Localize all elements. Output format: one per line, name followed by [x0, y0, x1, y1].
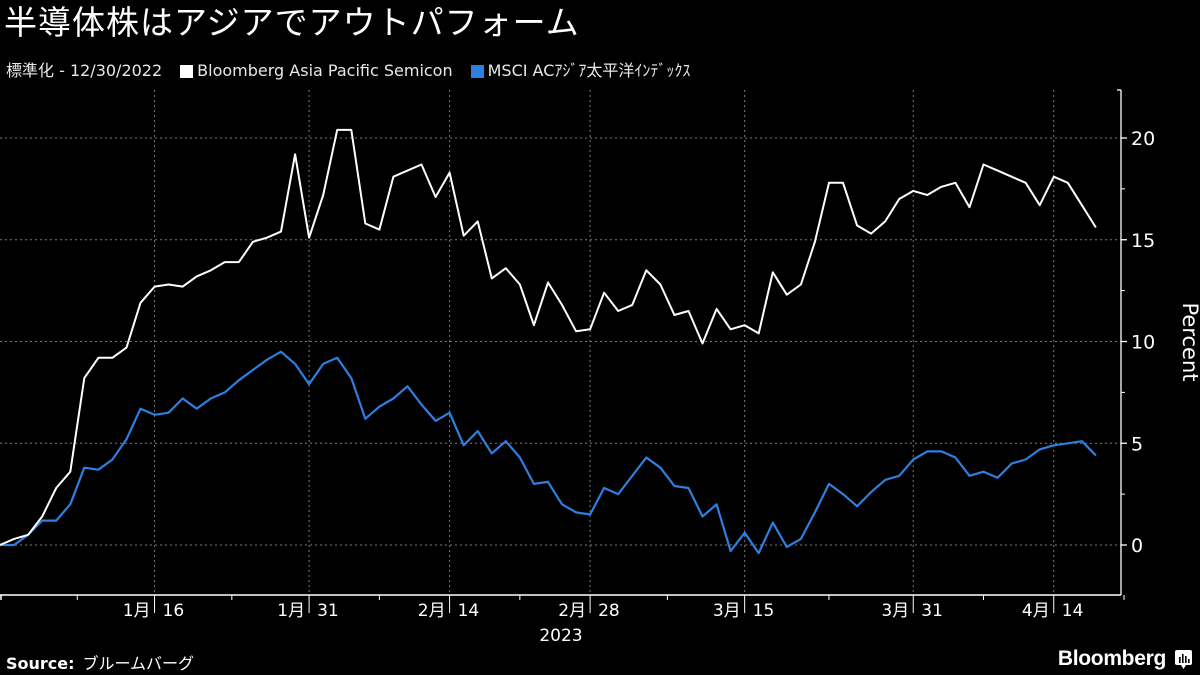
svg-text:2月: 2月: [558, 601, 586, 621]
svg-text:14: 14: [458, 601, 480, 621]
svg-text:14: 14: [1062, 601, 1084, 621]
chart-title: 半導体株はアジアでアウトパフォーム: [4, 3, 580, 42]
normalization-label: 標準化 - 12/30/2022: [6, 61, 163, 80]
legend-label-semicon: Bloomberg Asia Pacific Semicon: [197, 61, 453, 80]
y-axis-title: Percent: [1178, 302, 1200, 381]
svg-text:3月: 3月: [881, 601, 909, 621]
bloomberg-logo: Bloomberg: [1057, 647, 1166, 670]
svg-text:31: 31: [921, 601, 943, 621]
legend: 標準化 - 12/30/2022 Bloomberg Asia Pacific …: [6, 60, 690, 82]
legend-swatch-msci: [470, 64, 484, 78]
bloomberg-chart-icon: [1175, 650, 1192, 669]
svg-text:28: 28: [598, 601, 620, 621]
series-line-msci: [0, 350, 1097, 555]
svg-text:4月: 4月: [1022, 601, 1050, 621]
source-label: Source:: [6, 654, 75, 673]
svg-text:3月: 3月: [713, 601, 741, 621]
svg-text:15: 15: [1131, 230, 1155, 252]
legend-swatch-semicon: [180, 64, 194, 78]
svg-text:20: 20: [1131, 128, 1155, 150]
svg-text:2月: 2月: [418, 601, 446, 621]
svg-text:0: 0: [1131, 535, 1143, 557]
source-value: ブルームバーグ: [82, 654, 195, 673]
svg-text:16: 16: [163, 601, 185, 621]
svg-text:15: 15: [753, 601, 775, 621]
svg-text:1月: 1月: [277, 601, 305, 621]
legend-label-msci: MSCI ACｱｼﾞｱ太平洋ｲﾝﾃﾞｯｸｽ: [487, 61, 691, 80]
svg-text:10: 10: [1131, 332, 1155, 354]
svg-text:5: 5: [1131, 433, 1143, 455]
svg-text:31: 31: [317, 601, 339, 621]
svg-text:1月: 1月: [123, 601, 151, 621]
gridlines: [0, 90, 1121, 595]
y-axis: 0 5 10 15 20: [1117, 89, 1155, 595]
x-axis: 1月 16 1月 31 2月 14 2月 28 3月 15 3月 31 4月 14: [0, 594, 1125, 621]
x-axis-year: 2023: [539, 626, 582, 646]
series-line-semicon: [0, 128, 1097, 546]
source-note: Source: ブルームバーグ: [6, 650, 194, 674]
